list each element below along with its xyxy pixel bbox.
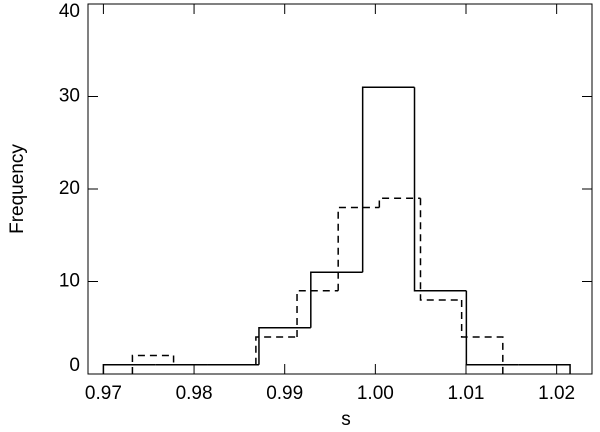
histogram-step [131,354,174,374]
histogram-step [255,336,298,365]
y-tick-label: 10 [59,271,80,292]
x-tick-label: 0.98 [176,383,213,404]
x-tick-label: 0.97 [85,383,122,404]
histogram-step [258,327,311,365]
histogram-step [413,87,467,292]
histogram-step [465,290,519,366]
x-tick-label: 1.01 [448,383,485,404]
histogram-step [419,198,462,301]
x-tick-label: 1.00 [357,383,394,404]
histogram-step [296,290,339,337]
y-tick-label: 40 [59,1,80,22]
histogram-step [102,364,156,374]
histogram-step [337,206,380,291]
y-tick-label: 20 [59,178,80,199]
histogram-step [310,271,363,328]
y-axis-label: Frequency [7,144,28,234]
histogram-step [172,355,215,366]
y-tick-label: 30 [59,86,80,107]
histogram-step [361,86,415,273]
x-tick-label: 0.99 [266,383,303,404]
histogram-step [518,364,571,374]
x-tick-label: 1.02 [538,383,575,404]
plot-frame [87,3,593,375]
x-axis-label: s [341,409,351,430]
y-tick-label: 0 [69,355,80,376]
histogram-step [460,300,504,374]
histogram-step [378,197,421,208]
